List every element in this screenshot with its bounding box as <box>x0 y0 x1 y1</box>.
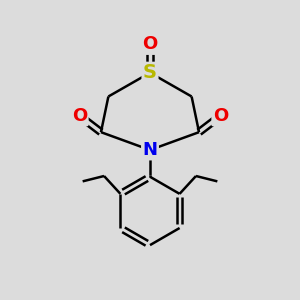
Text: O: O <box>213 107 228 125</box>
Text: O: O <box>72 107 87 125</box>
Text: N: N <box>142 141 158 159</box>
Text: S: S <box>143 63 157 82</box>
Text: O: O <box>142 35 158 53</box>
